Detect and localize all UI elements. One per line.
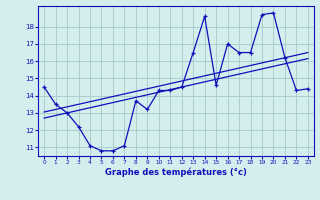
X-axis label: Graphe des températures (°c): Graphe des températures (°c) <box>105 168 247 177</box>
